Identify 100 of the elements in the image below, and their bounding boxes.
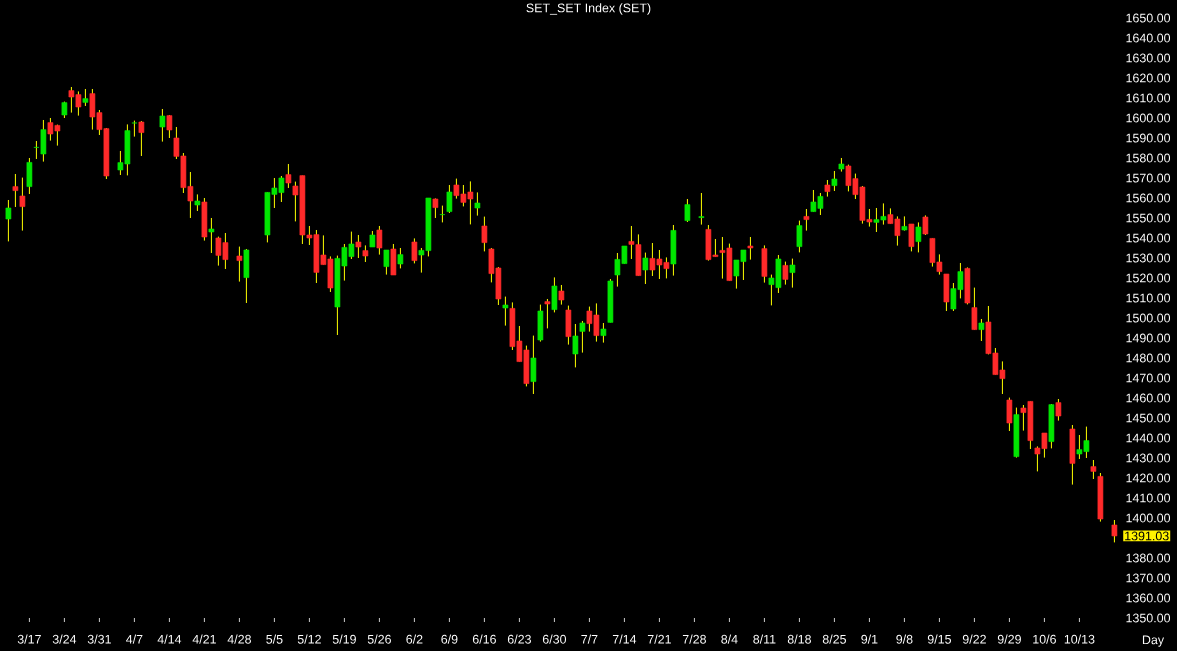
x-tick-label: 4/14 [157,634,182,644]
x-tick-label: 9/29 [997,634,1021,644]
candlestick [789,258,796,289]
candlestick [747,236,754,261]
candlestick [579,320,586,354]
candlestick [698,192,705,226]
x-tick-label: 9/22 [962,634,986,644]
y-tick-label: 1470.00 [1126,373,1171,383]
candlestick [782,261,789,286]
candlestick [355,234,362,259]
x-tick-label: 8/25 [822,634,846,644]
x-tick-label: 5/19 [332,634,356,644]
candlestick [12,173,19,208]
x-axis-title: Day [1142,635,1165,647]
x-tick-label: 7/21 [647,634,671,644]
candlestick [376,225,383,256]
y-tick-label: 1630.00 [1126,53,1171,63]
y-tick-label: 1400.00 [1126,513,1171,523]
x-tick-label: 5/12 [297,634,321,644]
candlestick [481,216,488,252]
candlestick [544,298,551,329]
y-tick-label: 1590.00 [1126,133,1171,143]
candlestick [432,197,439,219]
candlestick [397,247,404,269]
x-tick-label: 7/28 [682,634,706,644]
candlestick [642,252,649,285]
x-tick-label: 6/2 [406,634,423,644]
x-tick-label: 3/24 [52,634,77,644]
candlestick [915,221,922,253]
y-tick-label: 1410.00 [1126,493,1171,503]
y-tick-label: 1530.00 [1126,253,1171,263]
text: 1391.03 [1125,531,1169,541]
x-tick-label: 5/26 [367,634,391,644]
candlestick [551,276,558,313]
candlestick [600,322,607,344]
y-tick-label: 1350.00 [1126,613,1171,623]
candlestick [138,120,145,157]
candlestick [558,284,565,306]
candlestick [474,191,481,217]
candlestick [411,237,418,264]
x-tick-label: 10/13 [1064,634,1095,644]
candlestick [502,296,509,327]
x-tick-label: 9/15 [927,634,951,644]
x-tick-label: 6/9 [441,634,458,644]
candlestick [1090,459,1097,480]
y-tick-label: 1550.00 [1126,213,1171,223]
x-tick-label: 9/8 [896,634,913,644]
candlestick [684,198,691,223]
candlestick [796,220,803,253]
y-tick-label: 1570.00 [1126,173,1171,183]
y-tick-label: 1580.00 [1126,153,1171,163]
x-tick-label: 3/17 [17,634,41,644]
y-tick-label: 1480.00 [1126,353,1171,363]
y-tick-label: 1650.00 [1126,13,1171,23]
y-tick-label: 1610.00 [1126,93,1171,103]
chart-title: SET_SET Index (SET) [526,3,651,15]
y-tick-label: 1540.00 [1126,233,1171,243]
candlestick [803,208,810,232]
x-tick-label: 8/4 [721,634,738,644]
candlestick [1111,519,1118,543]
candlestick [166,114,173,139]
y-tick-label: 1600.00 [1126,113,1171,123]
candlestick [1006,397,1013,432]
candlestick [908,223,915,252]
y-tick-label: 1440.00 [1126,433,1171,443]
candlestick [978,318,985,342]
candlestick [236,246,243,283]
y-tick-label: 1490.00 [1126,333,1171,343]
x-tick-label: 8/11 [753,634,776,644]
candlestick [19,177,26,232]
y-tick-label: 1460.00 [1126,393,1171,403]
y-tick-label: 1360.00 [1126,593,1171,603]
x-tick-label: 4/21 [192,634,216,644]
y-tick-label: 1450.00 [1126,413,1171,423]
y-tick-label: 1380.00 [1126,553,1171,563]
candlestick [5,199,12,242]
x-tick-label: 6/30 [542,634,567,644]
y-tick-label: 1500.00 [1126,313,1171,323]
x-tick-label: 10/6 [1033,634,1056,644]
y-tick-label: 1430.00 [1126,453,1171,463]
x-tick-label: 4/7 [126,634,143,644]
y-tick-label: 1560.00 [1126,193,1171,203]
x-tick-label: 8/18 [787,634,811,644]
x-tick-label: 6/16 [472,634,496,644]
candlestick [159,108,166,143]
candlestick [831,170,838,192]
x-tick-label: 7/14 [612,634,637,644]
x-tick-label: 6/23 [507,634,531,644]
y-tick-label: 1420.00 [1126,473,1171,483]
candlestick [530,335,537,395]
candlestick [285,163,292,189]
candlestick [208,217,215,254]
y-tick-label: 1520.00 [1126,273,1171,283]
y-tick-label: 1510.00 [1126,293,1171,303]
x-tick-label: 3/31 [87,634,111,644]
candlestick [383,249,390,276]
y-tick-label: 1640.00 [1126,33,1171,43]
candlestick [446,184,453,214]
candlestick [1055,398,1062,422]
x-tick-label: 4/28 [227,634,251,644]
